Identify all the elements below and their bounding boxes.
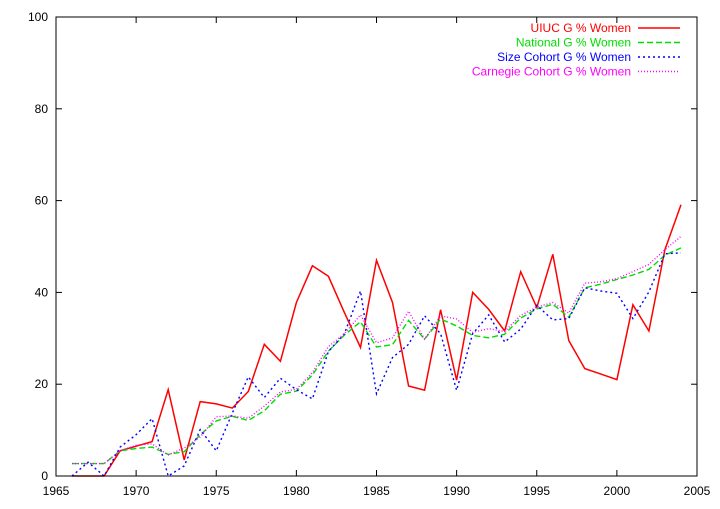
- plot-frame: [55, 16, 698, 477]
- y-tick-label: 60: [35, 194, 49, 208]
- series-line-2: [71, 252, 682, 478]
- y-tick-label: 20: [35, 377, 49, 391]
- x-tick-label: 1985: [363, 484, 390, 498]
- x-tick-label: 2000: [604, 484, 631, 498]
- series-lines: [71, 204, 682, 478]
- legend-label: UIUC G % Women: [531, 21, 631, 35]
- series-line-1: [72, 247, 682, 465]
- legend-label: Size Cohort G % Women: [497, 50, 631, 64]
- x-tick-label: 1965: [43, 484, 70, 498]
- x-tick-label: 1995: [523, 484, 550, 498]
- x-tick-label: 1970: [123, 484, 150, 498]
- y-tick-label: 0: [41, 469, 48, 483]
- x-tick-label: 1975: [203, 484, 230, 498]
- legend-label: National G % Women: [516, 36, 631, 50]
- series-line-3: [72, 235, 682, 465]
- y-tick-label: 40: [35, 285, 49, 299]
- legend-label: Carnegie Cohort G % Women: [472, 65, 631, 79]
- y-tick-label: 100: [28, 10, 48, 24]
- series-line-0: [72, 204, 682, 477]
- y-tick-label: 80: [35, 102, 49, 116]
- axes: 1965 1970 1975 1980 1985 1990 1995 2000 2005 0 20 4…: [28, 10, 711, 498]
- x-tick-label: 1980: [283, 484, 310, 498]
- x-tick-label: 2005: [684, 484, 711, 498]
- x-tick-label: 1990: [443, 484, 470, 498]
